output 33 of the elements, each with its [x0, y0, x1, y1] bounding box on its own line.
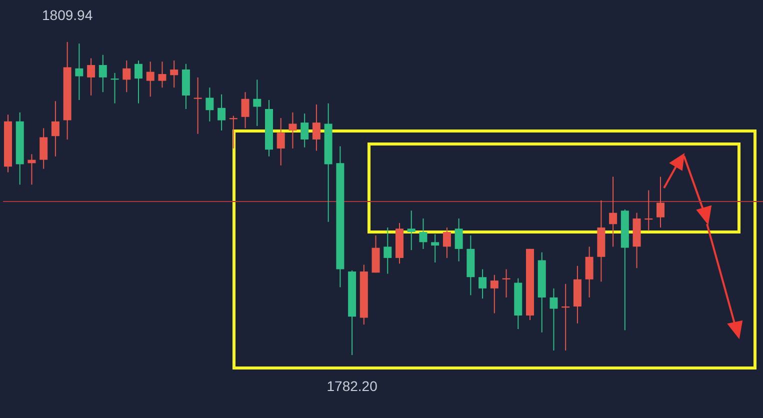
candlestick	[276, 118, 285, 166]
candlestick	[656, 176, 664, 228]
candlestick	[146, 61, 154, 98]
annotation: 1809.94	[42, 7, 93, 23]
candlestick	[158, 61, 166, 88]
candlestick	[585, 246, 594, 298]
candlestick	[312, 104, 320, 152]
candlestick	[253, 79, 262, 126]
candlestick	[609, 176, 618, 248]
candlestick	[206, 87, 214, 122]
candlestick	[431, 234, 440, 263]
candlestick	[478, 268, 487, 300]
candlestick	[75, 43, 84, 100]
annotation: 1782.20	[326, 378, 378, 394]
candlestick	[40, 128, 48, 170]
candlestick	[194, 76, 202, 134]
candlestick	[419, 218, 428, 250]
candlestick	[51, 100, 60, 157]
candlestick	[300, 113, 309, 148]
candlestick	[122, 60, 131, 93]
candlestick	[98, 54, 107, 93]
candlestick	[134, 60, 142, 104]
candlestick	[384, 227, 392, 274]
candlestick	[442, 227, 451, 258]
candlestick	[241, 92, 250, 129]
candlestick	[490, 274, 498, 314]
candlestick	[550, 288, 558, 351]
candlestick	[170, 60, 178, 88]
candlestick	[218, 94, 226, 131]
candlestick	[454, 218, 463, 262]
candlestick	[407, 210, 416, 251]
candlestick	[288, 112, 297, 150]
candlestick	[87, 58, 96, 96]
